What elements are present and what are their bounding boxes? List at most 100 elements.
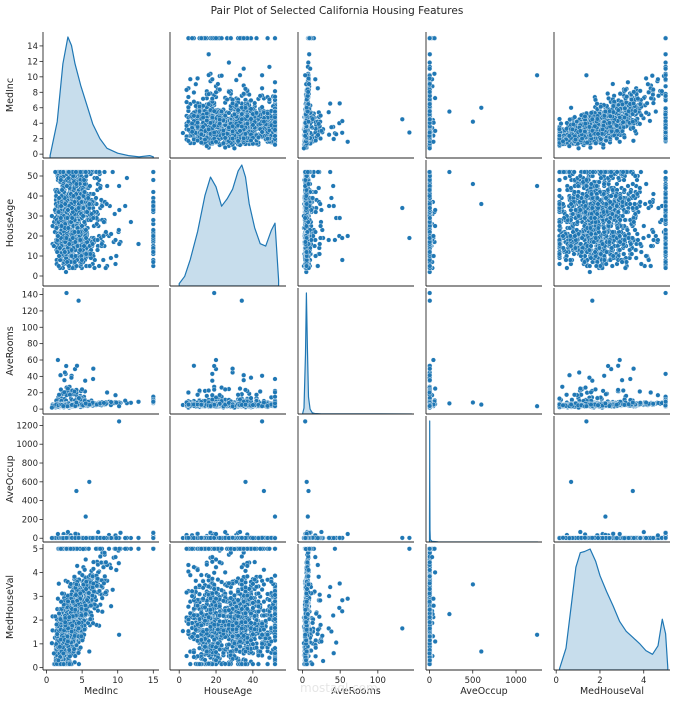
scatter-point (305, 60, 311, 66)
scatter-point (217, 121, 223, 127)
y-tick-label: 3 (33, 592, 38, 602)
scatter-point (316, 121, 322, 127)
scatter-point (663, 83, 669, 89)
scatter-point (305, 109, 311, 115)
x-tick-label: 20 (211, 676, 222, 686)
scatter-point (219, 73, 225, 79)
scatter-point (305, 89, 311, 95)
scatter-point (237, 128, 243, 134)
scatter-point (272, 79, 278, 85)
scatter-point (206, 126, 212, 132)
x-tick-label: 100 (370, 676, 386, 686)
scatter-point (219, 108, 225, 114)
y-tick-label: 4 (33, 119, 38, 129)
y-tick-label: 2 (33, 135, 38, 145)
panel-med-inc-vs-ave-rooms (297, 32, 414, 159)
scatter-point (202, 137, 208, 143)
y-tick-label: 10 (27, 73, 38, 83)
scatter-point (272, 142, 278, 148)
scatter-point (200, 96, 206, 102)
scatter-point (478, 105, 484, 111)
x-tick-label: 0 (44, 676, 49, 686)
y-tick-label: 600 (22, 478, 38, 488)
scatter-point (430, 139, 436, 145)
scatter-point (307, 66, 313, 72)
scatter-point (259, 85, 265, 91)
scatter-point (272, 119, 278, 125)
scatter-point (265, 110, 271, 116)
scatter-point (313, 138, 319, 143)
x-axis-label-med-house-val: MedHouseVal (580, 686, 644, 697)
scatter-point (252, 100, 258, 106)
scatter-point (219, 35, 225, 41)
scatter-point (265, 35, 271, 41)
scatter-point (217, 87, 223, 93)
scatter-point (211, 108, 217, 114)
panel-med-inc-vs-med-house-val (553, 32, 670, 159)
x-tick-label: 5 (79, 676, 84, 686)
scatter-point (220, 128, 226, 133)
scatter-point (211, 130, 217, 135)
scatter-point (259, 104, 265, 110)
scatter-point (233, 77, 239, 83)
scatter-point (248, 97, 254, 103)
panel-marks (301, 35, 412, 151)
y-tick-label: 30 (27, 212, 38, 222)
y-tick-label: 0 (33, 534, 38, 544)
x-axis-label-ave-occup: AveOccup (460, 686, 507, 697)
scatter-point (306, 81, 312, 87)
y-tick-label: 0 (33, 405, 38, 415)
scatter-point (222, 113, 228, 119)
scatter-point (266, 64, 272, 70)
y-tick-label: 60 (27, 356, 38, 366)
scatter-point (427, 101, 433, 107)
scatter-point (248, 116, 254, 122)
scatter-point (228, 35, 234, 41)
panel-marks (49, 36, 154, 158)
y-tick-label: 1 (33, 640, 38, 650)
scatter-point (312, 76, 318, 82)
scatter-point (432, 128, 438, 134)
scatter-point (241, 66, 247, 72)
scatter-point (306, 35, 312, 41)
y-tick-label: 100 (22, 323, 38, 333)
scatter-point (259, 72, 265, 78)
scatter-point (250, 122, 256, 128)
scatter-point (222, 135, 228, 141)
scatter-point (193, 81, 199, 87)
scatter-point (209, 76, 215, 82)
scatter-point (237, 72, 243, 78)
scatter-point (206, 101, 212, 107)
scatter-point (306, 75, 311, 81)
scatter-point (257, 93, 263, 99)
scatter-point (235, 107, 241, 113)
scatter-point (239, 124, 245, 129)
scatter-point (184, 99, 190, 105)
scatter-point (226, 60, 232, 66)
scatter-point (272, 94, 278, 100)
scatter-point (337, 100, 343, 106)
scatter-point (427, 51, 433, 57)
y-tick-label: 4 (33, 569, 38, 579)
scatter-point (306, 119, 311, 125)
scatter-point (248, 138, 254, 143)
scatter-point (197, 108, 202, 114)
scatter-point (187, 76, 193, 82)
scatter-point (209, 96, 215, 102)
scatter-point (427, 89, 433, 95)
panel-marks (180, 35, 278, 151)
scatter-point (243, 131, 248, 137)
scatter-point (301, 145, 307, 151)
y-tick-label: 800 (22, 459, 38, 469)
y-axis-label-med-inc: MedInc (5, 78, 16, 112)
y-tick-label: 8 (33, 88, 38, 98)
scatter-point (470, 119, 476, 125)
